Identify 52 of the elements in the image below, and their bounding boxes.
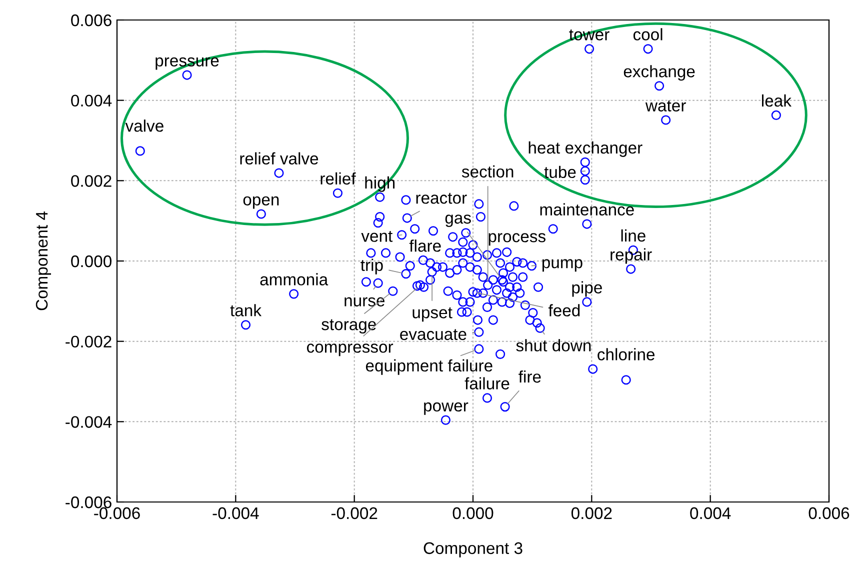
y-tick-label: -0.002 [66,336,112,348]
annotation: water [645,100,686,112]
annotation: line [621,229,646,242]
annotation: nurse [344,297,385,306]
annotation: ammonia [260,273,328,286]
annotation: pipe [572,281,602,297]
annotation: section [462,165,514,178]
annotation: open [243,196,279,209]
annotation: process [488,233,546,246]
y-tick-label: 0.006 [71,14,112,26]
annotation: compressor [306,344,394,356]
annotation: trip [360,258,383,274]
x-tick-label: 0.004 [690,507,731,520]
annotation: chlorine [598,348,655,360]
x-tick-label: -0.006 [94,507,140,520]
x-tick-label: 0.006 [808,507,850,520]
annotation: heat exchanger [528,141,642,157]
x-tick-label: 0.000 [452,507,494,520]
annotation: valve [125,120,164,132]
annotation: feed [548,304,580,316]
y-tick-label: -0.004 [66,416,112,428]
annotation: reactor [416,192,467,204]
annotation: flare [409,240,441,252]
annotation: upset [412,307,452,322]
annotation: relief [320,172,356,185]
annotation: vent [361,230,393,242]
y-tick-label: -0.006 [66,496,112,508]
annotation: exchange [624,65,695,81]
y-axis-title: Component 4 [36,211,51,310]
annotation: tube [544,166,576,178]
annotation: relief valve [240,152,318,165]
annotation: shut down [516,339,591,352]
annotation: fire [518,370,541,383]
annotation: repair [610,248,652,264]
annotation: power [424,402,468,415]
y-tick-label: 0.004 [71,94,112,107]
annotation: failure [464,377,510,390]
x-tick-label: 0.002 [571,507,612,520]
annotation: equipment failure [366,359,492,375]
annotation: cool [633,28,662,40]
annotation: storage [322,319,376,334]
y-tick-label: 0.000 [71,255,112,268]
x-tick-label: -0.004 [212,507,259,520]
annotation: tank [230,304,262,316]
annotation: pump [542,259,582,272]
x-tick-label: -0.002 [331,507,378,520]
annotation: leak [762,94,792,107]
annotation: evacuate [400,329,466,340]
annotation: gas [445,214,471,228]
x-axis-title: Component 3 [424,542,522,558]
annotation: maintenance [540,203,634,216]
y-tick-label: 0.002 [71,175,112,187]
